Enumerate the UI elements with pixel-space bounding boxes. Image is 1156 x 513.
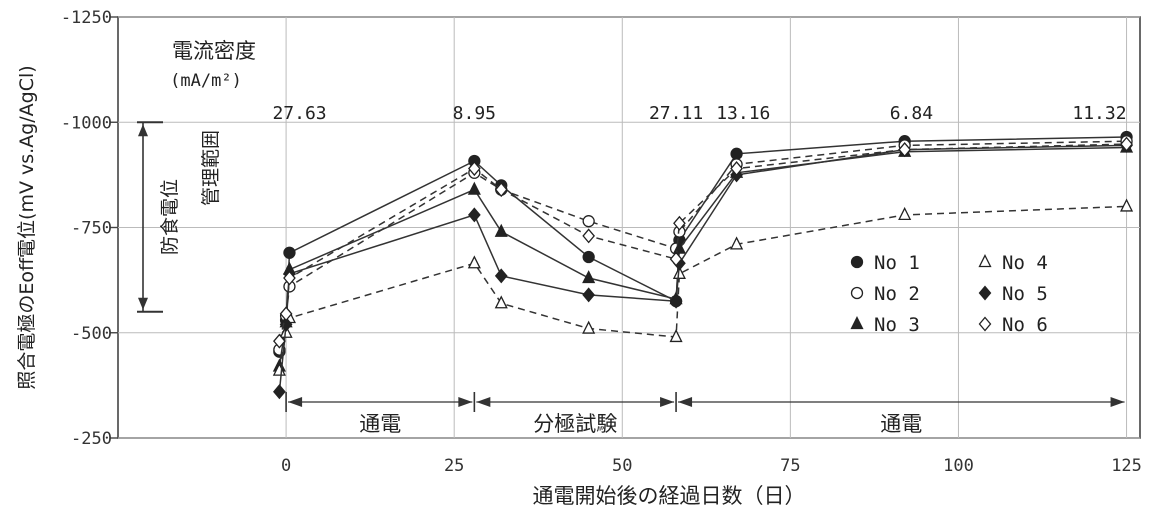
y-tick-label: -250 — [71, 429, 112, 449]
series-point — [582, 320, 596, 334]
series-point — [669, 293, 683, 309]
series-point — [279, 316, 293, 332]
series-point — [283, 270, 296, 286]
control-range-label: 管理範囲 — [200, 130, 222, 206]
protection-range-arrow-down — [138, 297, 148, 310]
series-layer — [272, 130, 1134, 400]
series-point — [279, 306, 293, 322]
grid — [118, 16, 1140, 439]
legend-marker — [850, 255, 864, 269]
x-tick-label: 25 — [444, 456, 464, 476]
y-tick-label: -500 — [71, 324, 112, 344]
period-label: 通電 — [880, 412, 922, 436]
series-point — [730, 236, 744, 250]
series-point — [730, 161, 743, 177]
legend-marker — [978, 316, 992, 332]
series-point — [494, 182, 508, 198]
current-density-value: 6.84 — [890, 103, 933, 124]
legend-label: No 2 — [874, 283, 920, 305]
current-density-value: 11.32 — [1072, 103, 1126, 124]
series-point — [669, 329, 683, 343]
series-point — [494, 223, 508, 237]
period-arrow-right — [458, 397, 473, 407]
series-point — [1119, 198, 1134, 212]
series-point — [273, 384, 286, 400]
legend-marker — [978, 285, 992, 301]
series-point — [468, 161, 481, 177]
series-point — [494, 268, 508, 284]
series-point — [898, 206, 912, 221]
legend-label: No 4 — [1002, 252, 1048, 274]
legend-label: No 6 — [1002, 314, 1048, 336]
series-point — [582, 215, 595, 228]
series-line — [278, 144, 1127, 392]
series-point — [468, 207, 481, 223]
y-tick-label: -1000 — [61, 113, 112, 133]
current-density-title: 電流密度 — [172, 39, 256, 63]
current-density-unit: (mA/m²) — [170, 71, 242, 91]
y-tick-label: -1250 — [61, 8, 112, 28]
series-point — [467, 181, 481, 195]
series-point — [283, 246, 296, 259]
series-line — [278, 136, 1127, 352]
y-axis-label: 照合電極のEoff電位(mV vs.Ag/AgCl) — [16, 65, 38, 389]
series-point — [898, 142, 912, 158]
series-point — [1120, 136, 1133, 152]
x-tick-label: 50 — [612, 456, 632, 476]
legend-marker — [978, 254, 992, 268]
period-arrow-left — [288, 397, 303, 407]
series-point — [582, 250, 595, 264]
series-point — [273, 333, 286, 349]
legend: No 1 No 2 No 3 No 4 No 5 No 6 — [850, 252, 1048, 336]
annotations: 27.63 8.95 27.11 13.16 6.84 11.32 通電 分極試験 通電 — [137, 103, 1127, 436]
current-density-value: 8.95 — [453, 103, 496, 124]
series-line — [278, 146, 1127, 367]
series-point — [467, 255, 481, 269]
axes: 0 25 50 75 100 125 -250 -500 -750 -1000 -1250 — [61, 8, 1142, 476]
legend-label: No 5 — [1002, 283, 1048, 305]
legend-label: No 1 — [874, 252, 920, 274]
period-arrow-left — [476, 397, 491, 407]
period-arrow-left — [678, 397, 693, 407]
x-axis-label: 通電開始後の経過日数（日） — [533, 484, 806, 508]
protection-range-arrow-up — [138, 124, 148, 137]
series-point — [669, 251, 683, 267]
x-tick-label: 75 — [780, 456, 800, 476]
x-tick-label: 125 — [1111, 456, 1142, 476]
current-density-value: 27.11 — [649, 103, 703, 124]
series-point — [672, 265, 686, 279]
legend-label: No 3 — [874, 314, 920, 336]
series-6 — [273, 136, 1133, 349]
series-point — [730, 147, 743, 160]
x-tick-label: 100 — [943, 456, 974, 476]
series-point — [582, 270, 596, 284]
series-point — [673, 215, 686, 231]
series-line — [278, 140, 1127, 350]
series-point — [582, 287, 596, 303]
x-tick-label: 0 — [281, 456, 291, 476]
period-label: 通電 — [359, 412, 401, 436]
legend-marker — [850, 316, 864, 330]
period-arrow-right — [1110, 397, 1125, 407]
legend-marker — [850, 286, 864, 300]
protection-range-label: 防食電位 — [159, 179, 181, 255]
series-point — [672, 240, 686, 254]
current-density-value: 27.63 — [272, 103, 326, 124]
series-point — [494, 295, 508, 309]
current-density-value: 13.16 — [716, 103, 770, 124]
series-line — [278, 205, 1127, 371]
y-tick-label: -750 — [71, 219, 112, 239]
series-point — [582, 228, 596, 244]
period-arrow-right — [660, 397, 675, 407]
series-line — [278, 143, 1127, 342]
period-label: 分極試験 — [533, 412, 617, 436]
